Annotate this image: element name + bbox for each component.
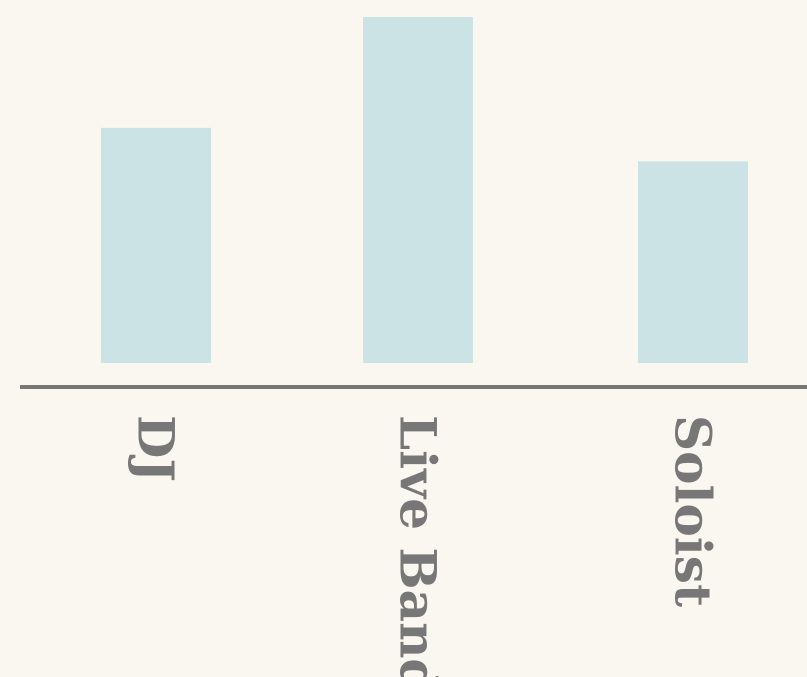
x-tick-label: DJ xyxy=(127,415,186,482)
x-tick-label: Live Band xyxy=(389,415,448,677)
bar-soloist xyxy=(638,161,748,363)
x-tick-labels: DJ Live Band Soloist xyxy=(127,415,723,677)
x-tick-label: Soloist xyxy=(664,415,723,607)
bars-group xyxy=(101,17,748,363)
bar-dj xyxy=(101,127,211,363)
bar-live-band xyxy=(363,17,473,363)
